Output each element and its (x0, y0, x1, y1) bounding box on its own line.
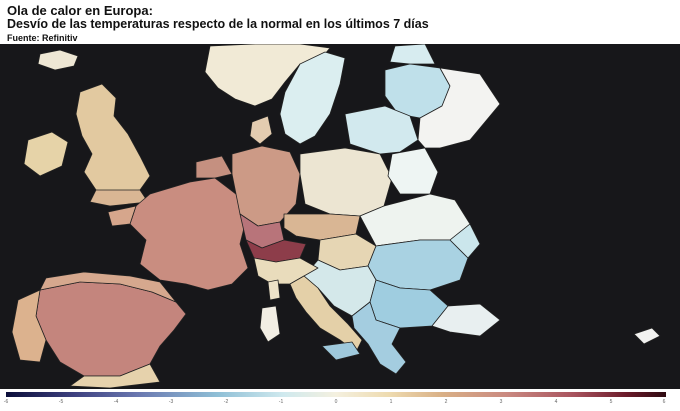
region-belarus (387, 147, 439, 195)
region-brittany (107, 205, 137, 227)
scale-tick: 5 (609, 399, 613, 405)
region-moldova (449, 223, 481, 259)
region-finland-north (389, 44, 436, 65)
map-title: Ola de calor en Europa: (7, 3, 153, 18)
scale-tick: 3 (499, 399, 503, 405)
region-spain-south (69, 363, 161, 389)
region-greece (351, 301, 407, 375)
region-uk-south (89, 189, 149, 207)
region-poland (299, 147, 393, 217)
scale-tick: 4 (554, 399, 558, 405)
scale-tick: -5 (58, 399, 64, 405)
region-uk (75, 83, 151, 195)
scale-tick: -1 (278, 399, 284, 405)
scale-tick: -3 (168, 399, 174, 405)
color-scale-bar (6, 392, 666, 397)
region-russia (417, 67, 501, 149)
scale-tick: -4 (113, 399, 119, 405)
region-sardinia (259, 305, 281, 343)
region-baltics (344, 105, 419, 155)
scale-tick: -6 (3, 399, 9, 405)
map-svg (11, 44, 661, 389)
region-france (129, 177, 249, 291)
region-turkey (431, 303, 501, 337)
region-sicily (321, 341, 361, 361)
europe-temperature-map (0, 44, 680, 389)
map-subtitle: Desvío de las temperaturas respecto de l… (7, 17, 429, 31)
region-spain-north (39, 271, 177, 303)
region-norway (204, 44, 331, 107)
header: Ola de calor en Europa: Desvío de las te… (0, 0, 680, 44)
region-benelux (195, 155, 233, 179)
region-denmark (249, 115, 273, 145)
region-portugal (11, 289, 47, 363)
region-sweden (279, 51, 346, 145)
region-italy (289, 275, 363, 353)
color-scale: -6 -5 -4 -3 -2 -1 0 1 2 3 4 5 6 (0, 389, 680, 411)
scale-tick: 2 (444, 399, 448, 405)
region-ireland (23, 131, 69, 177)
region-cyprus (633, 327, 661, 345)
region-iceland (37, 49, 79, 71)
scale-tick: 6 (662, 399, 666, 405)
scale-tick: 0 (334, 399, 338, 405)
scale-tick: -2 (223, 399, 229, 405)
scale-tick: 1 (389, 399, 393, 405)
source-label: Fuente: Refinitiv (7, 33, 78, 43)
region-corsica (267, 279, 281, 301)
